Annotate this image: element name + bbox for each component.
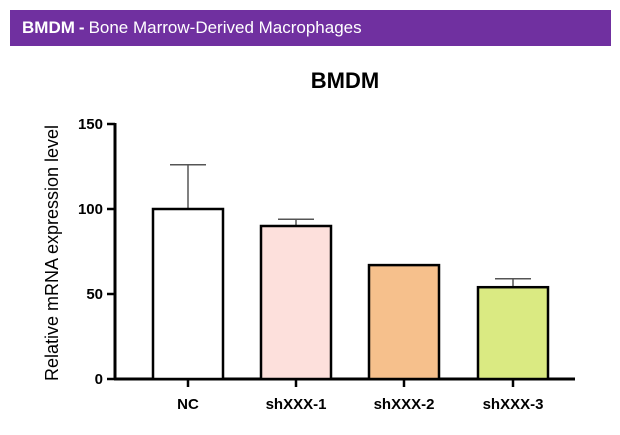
chart-title: BMDM <box>311 68 379 93</box>
bar-NC <box>151 207 225 381</box>
bar-shXXX-2 <box>367 263 441 381</box>
y-tick-label-150: 150 <box>78 116 103 133</box>
bars-group <box>151 164 550 381</box>
banner-full-name: Bone Marrow-Derived Macrophages <box>88 18 362 37</box>
x-tick-label-shXXX-3: shXXX-3 <box>483 396 544 413</box>
y-tick-label-0: 0 <box>95 371 103 388</box>
bar-shXXX-1 <box>259 224 333 381</box>
y-tick-label-100: 100 <box>78 201 103 218</box>
x-tick-label-shXXX-2: shXXX-2 <box>374 396 435 413</box>
banner-abbreviation: BMDM <box>22 18 75 37</box>
y-tick-label-50: 50 <box>86 286 103 303</box>
bar-shXXX-3 <box>476 285 550 381</box>
banner-separator: - <box>78 18 85 37</box>
y-axis-title: Relative mRNA expression level <box>42 125 62 381</box>
x-tick-label-shXXX-1: shXXX-1 <box>266 396 327 413</box>
x-tick-labels: NC shXXX-1 shXXX-2 shXXX-3 <box>177 396 543 413</box>
x-tick-label-NC: NC <box>177 396 199 413</box>
header-banner: BMDM - Bone Marrow-Derived Macrophages <box>10 10 611 46</box>
